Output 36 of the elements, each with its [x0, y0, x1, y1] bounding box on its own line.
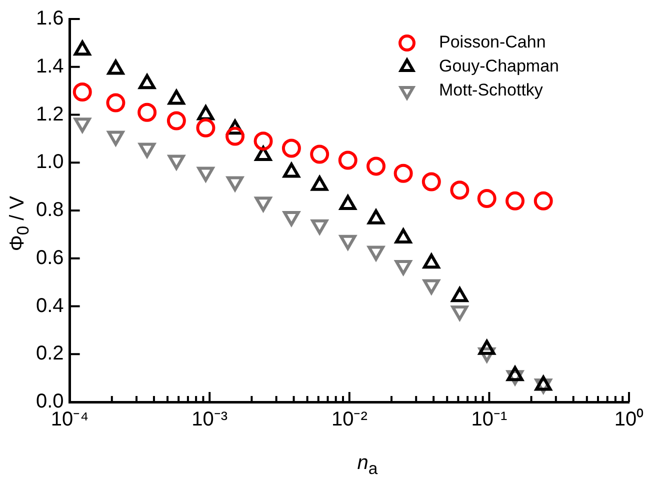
y-tick-label: 0.6: [36, 246, 64, 269]
point: [394, 164, 413, 183]
point: [451, 306, 468, 321]
x-tick-label: 10⁻¹: [471, 408, 508, 431]
point: [450, 180, 470, 200]
point: [394, 260, 412, 276]
point: [196, 118, 216, 138]
legend-label: Mott-Schottky: [439, 80, 544, 100]
y-tick-label: 0.4: [36, 294, 64, 317]
point: [282, 138, 301, 158]
point: [311, 219, 328, 234]
legend-label: Gouy-Chapman: [439, 56, 560, 76]
point: [283, 210, 300, 226]
legend-label: Poisson-Cahn: [439, 32, 546, 52]
point: [338, 150, 358, 170]
point: [422, 172, 441, 192]
x-tick-label: 10⁻²: [331, 408, 368, 431]
point: [368, 246, 384, 261]
y-tick-label: 1.6: [36, 8, 64, 30]
point: [534, 191, 553, 210]
y-tick-label: 0.2: [36, 342, 64, 365]
point: [339, 234, 356, 250]
point: [254, 132, 273, 151]
x-axis-title: n$_{a}$: [357, 452, 378, 478]
y-tick-label: 0.8: [36, 199, 64, 222]
y-tick-label: 1.0: [36, 151, 64, 174]
y-tick-label: 1.4: [36, 55, 64, 78]
y-tick-label: 1.2: [36, 103, 64, 126]
point: [226, 126, 245, 146]
point: [366, 156, 386, 176]
point: [310, 144, 330, 164]
x-tick-label: 10⁰: [614, 408, 644, 431]
x-tick-label: 10⁻³: [192, 408, 228, 431]
point: [422, 279, 440, 294]
point: [506, 191, 525, 210]
point: [477, 189, 496, 208]
